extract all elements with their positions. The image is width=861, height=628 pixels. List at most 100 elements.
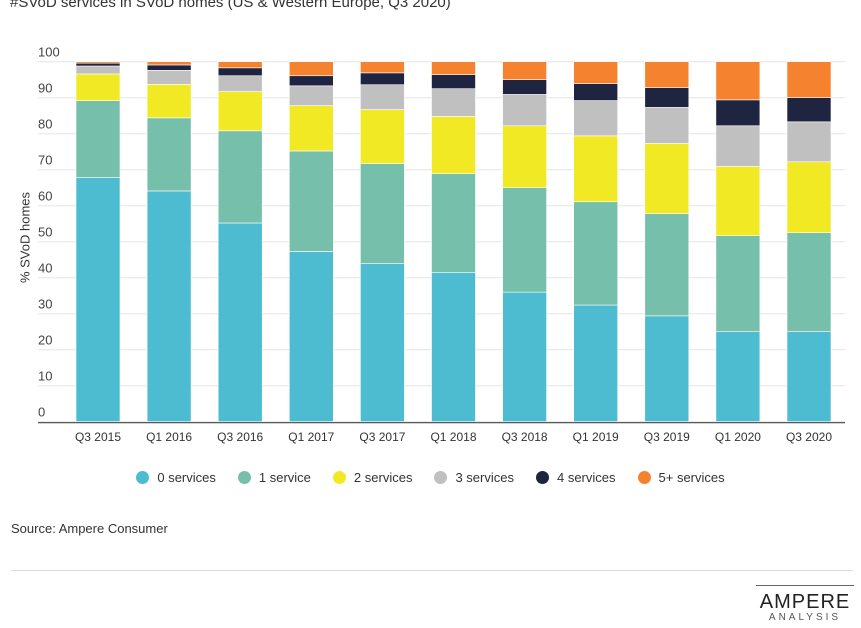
- bar-segment: [75, 62, 121, 67]
- bar-segment: [644, 61, 690, 88]
- bar-segment: [786, 161, 832, 233]
- x-tick-label: Q1 2018: [430, 430, 476, 444]
- legend-swatch: [434, 471, 448, 484]
- logo-text: AMPERE: [759, 591, 851, 613]
- bar-segment: [288, 85, 334, 106]
- bar-segment: [715, 99, 761, 127]
- bar-segment: [786, 232, 832, 332]
- bar-segment: [431, 74, 476, 90]
- legend-label: 4 services: [556, 470, 616, 485]
- bar-segment: [573, 201, 619, 306]
- bar-segment: [502, 61, 547, 81]
- legend-item: 5+ services: [637, 470, 725, 485]
- bar-segment: [502, 94, 547, 127]
- legend-swatch: [237, 471, 251, 484]
- bar-segment: [288, 105, 334, 152]
- bar-segment: [146, 61, 192, 66]
- legend-label: 5+ services: [658, 470, 725, 485]
- bar-segment: [573, 304, 619, 422]
- bar-segment: [217, 222, 263, 422]
- bar-segment: [75, 73, 121, 101]
- x-tick-label: Q3 2020: [786, 430, 832, 444]
- legend-swatch: [136, 471, 150, 484]
- y-tick-label: 100: [38, 45, 60, 60]
- bar-segment: [75, 177, 121, 422]
- bar-segment: [644, 315, 690, 422]
- bar-segment: [146, 70, 192, 85]
- bar-segment: [360, 109, 405, 164]
- x-tick-label: Q3 2019: [644, 430, 690, 444]
- bar-segment: [288, 75, 334, 87]
- bar-segment: [288, 150, 334, 252]
- bar-segment: [217, 91, 263, 132]
- bar-segment: [502, 125, 547, 188]
- bar-segment: [644, 107, 690, 144]
- bar-segment: [502, 79, 547, 95]
- bar-segment: [431, 88, 476, 117]
- legend-item: 1 service: [237, 470, 311, 485]
- bar-segment: [431, 173, 476, 273]
- bar-segment: [431, 61, 476, 75]
- bar-segment: [715, 235, 761, 333]
- bar-segment: [786, 331, 832, 423]
- bar-segment: [75, 100, 121, 178]
- legend-label: 0 services: [157, 470, 216, 485]
- y-tick-label: 90: [38, 81, 52, 96]
- y-tick-label: 20: [38, 333, 52, 348]
- bar-segment: [360, 72, 405, 86]
- bar-segment: [288, 61, 334, 77]
- legend-swatch: [535, 471, 549, 484]
- bar-segment: [75, 61, 121, 64]
- bar-segment: [360, 263, 405, 422]
- bar-segment: [573, 100, 619, 137]
- legend-label: 1 service: [258, 470, 311, 485]
- y-tick-label: 60: [38, 189, 52, 204]
- bar-segment: [715, 61, 761, 101]
- bar-segment: [573, 83, 619, 101]
- bar-segment: [573, 61, 619, 84]
- legend-swatch: [332, 471, 346, 484]
- x-tick-label: Q1 2016: [146, 430, 192, 444]
- bar-segment: [146, 84, 192, 119]
- bar-segment: [288, 251, 334, 422]
- ampere-analysis-logo: AMPERE ANALYSIS: [756, 585, 854, 623]
- bar-segment: [431, 271, 476, 422]
- bar-segment: [644, 143, 690, 214]
- bar-segment: [217, 61, 263, 69]
- x-tick-label: Q1 2019: [573, 430, 619, 444]
- legend-item: 2 services: [332, 470, 412, 485]
- source-note: Source: Ampere Consumer: [11, 521, 168, 536]
- x-tick-label: Q1 2017: [288, 430, 334, 444]
- y-tick-label: 40: [38, 261, 52, 276]
- legend-item: 3 services: [434, 470, 514, 485]
- y-tick-label: 70: [38, 153, 52, 168]
- bar-segment: [786, 61, 832, 99]
- stacked-bar-chart: 0 10 20 30 40 50 60 70 80 90 100 Q3 2015 Q1 2016 Q3 2…: [38, 45, 845, 444]
- bar-segment: [146, 190, 192, 422]
- bar-segment: [715, 166, 761, 236]
- bar-segment: [573, 135, 619, 203]
- bar-segment: [146, 117, 192, 192]
- legend: 0 services 1 service 2 services 3 services 4…: [0, 470, 861, 485]
- bar-segment: [360, 61, 405, 74]
- y-tick-label: 50: [38, 225, 52, 240]
- chart-title: #SVoD services in SVoD homes (US & Weste…: [10, 0, 451, 11]
- legend-label: 3 services: [455, 470, 514, 485]
- bar-segment: [146, 64, 192, 71]
- bar-segment: [217, 67, 263, 77]
- bar-segment: [786, 121, 832, 163]
- bar-segment: [502, 291, 547, 423]
- x-tick-label: Q3 2017: [359, 430, 405, 444]
- bar-segment: [431, 116, 476, 174]
- x-tick-label: Q1 2020: [715, 430, 761, 444]
- y-tick-label: 80: [38, 117, 52, 132]
- bar-segment: [360, 84, 405, 110]
- divider: [11, 570, 853, 571]
- bar-segment: [502, 187, 547, 293]
- legend-item: 0 services: [136, 470, 216, 485]
- x-tick-label: Q3 2015: [75, 430, 121, 444]
- x-tick-label: Q3 2018: [502, 430, 548, 444]
- bar-segment: [644, 213, 690, 317]
- bar-segment: [786, 97, 832, 123]
- y-tick-label: 30: [38, 297, 52, 312]
